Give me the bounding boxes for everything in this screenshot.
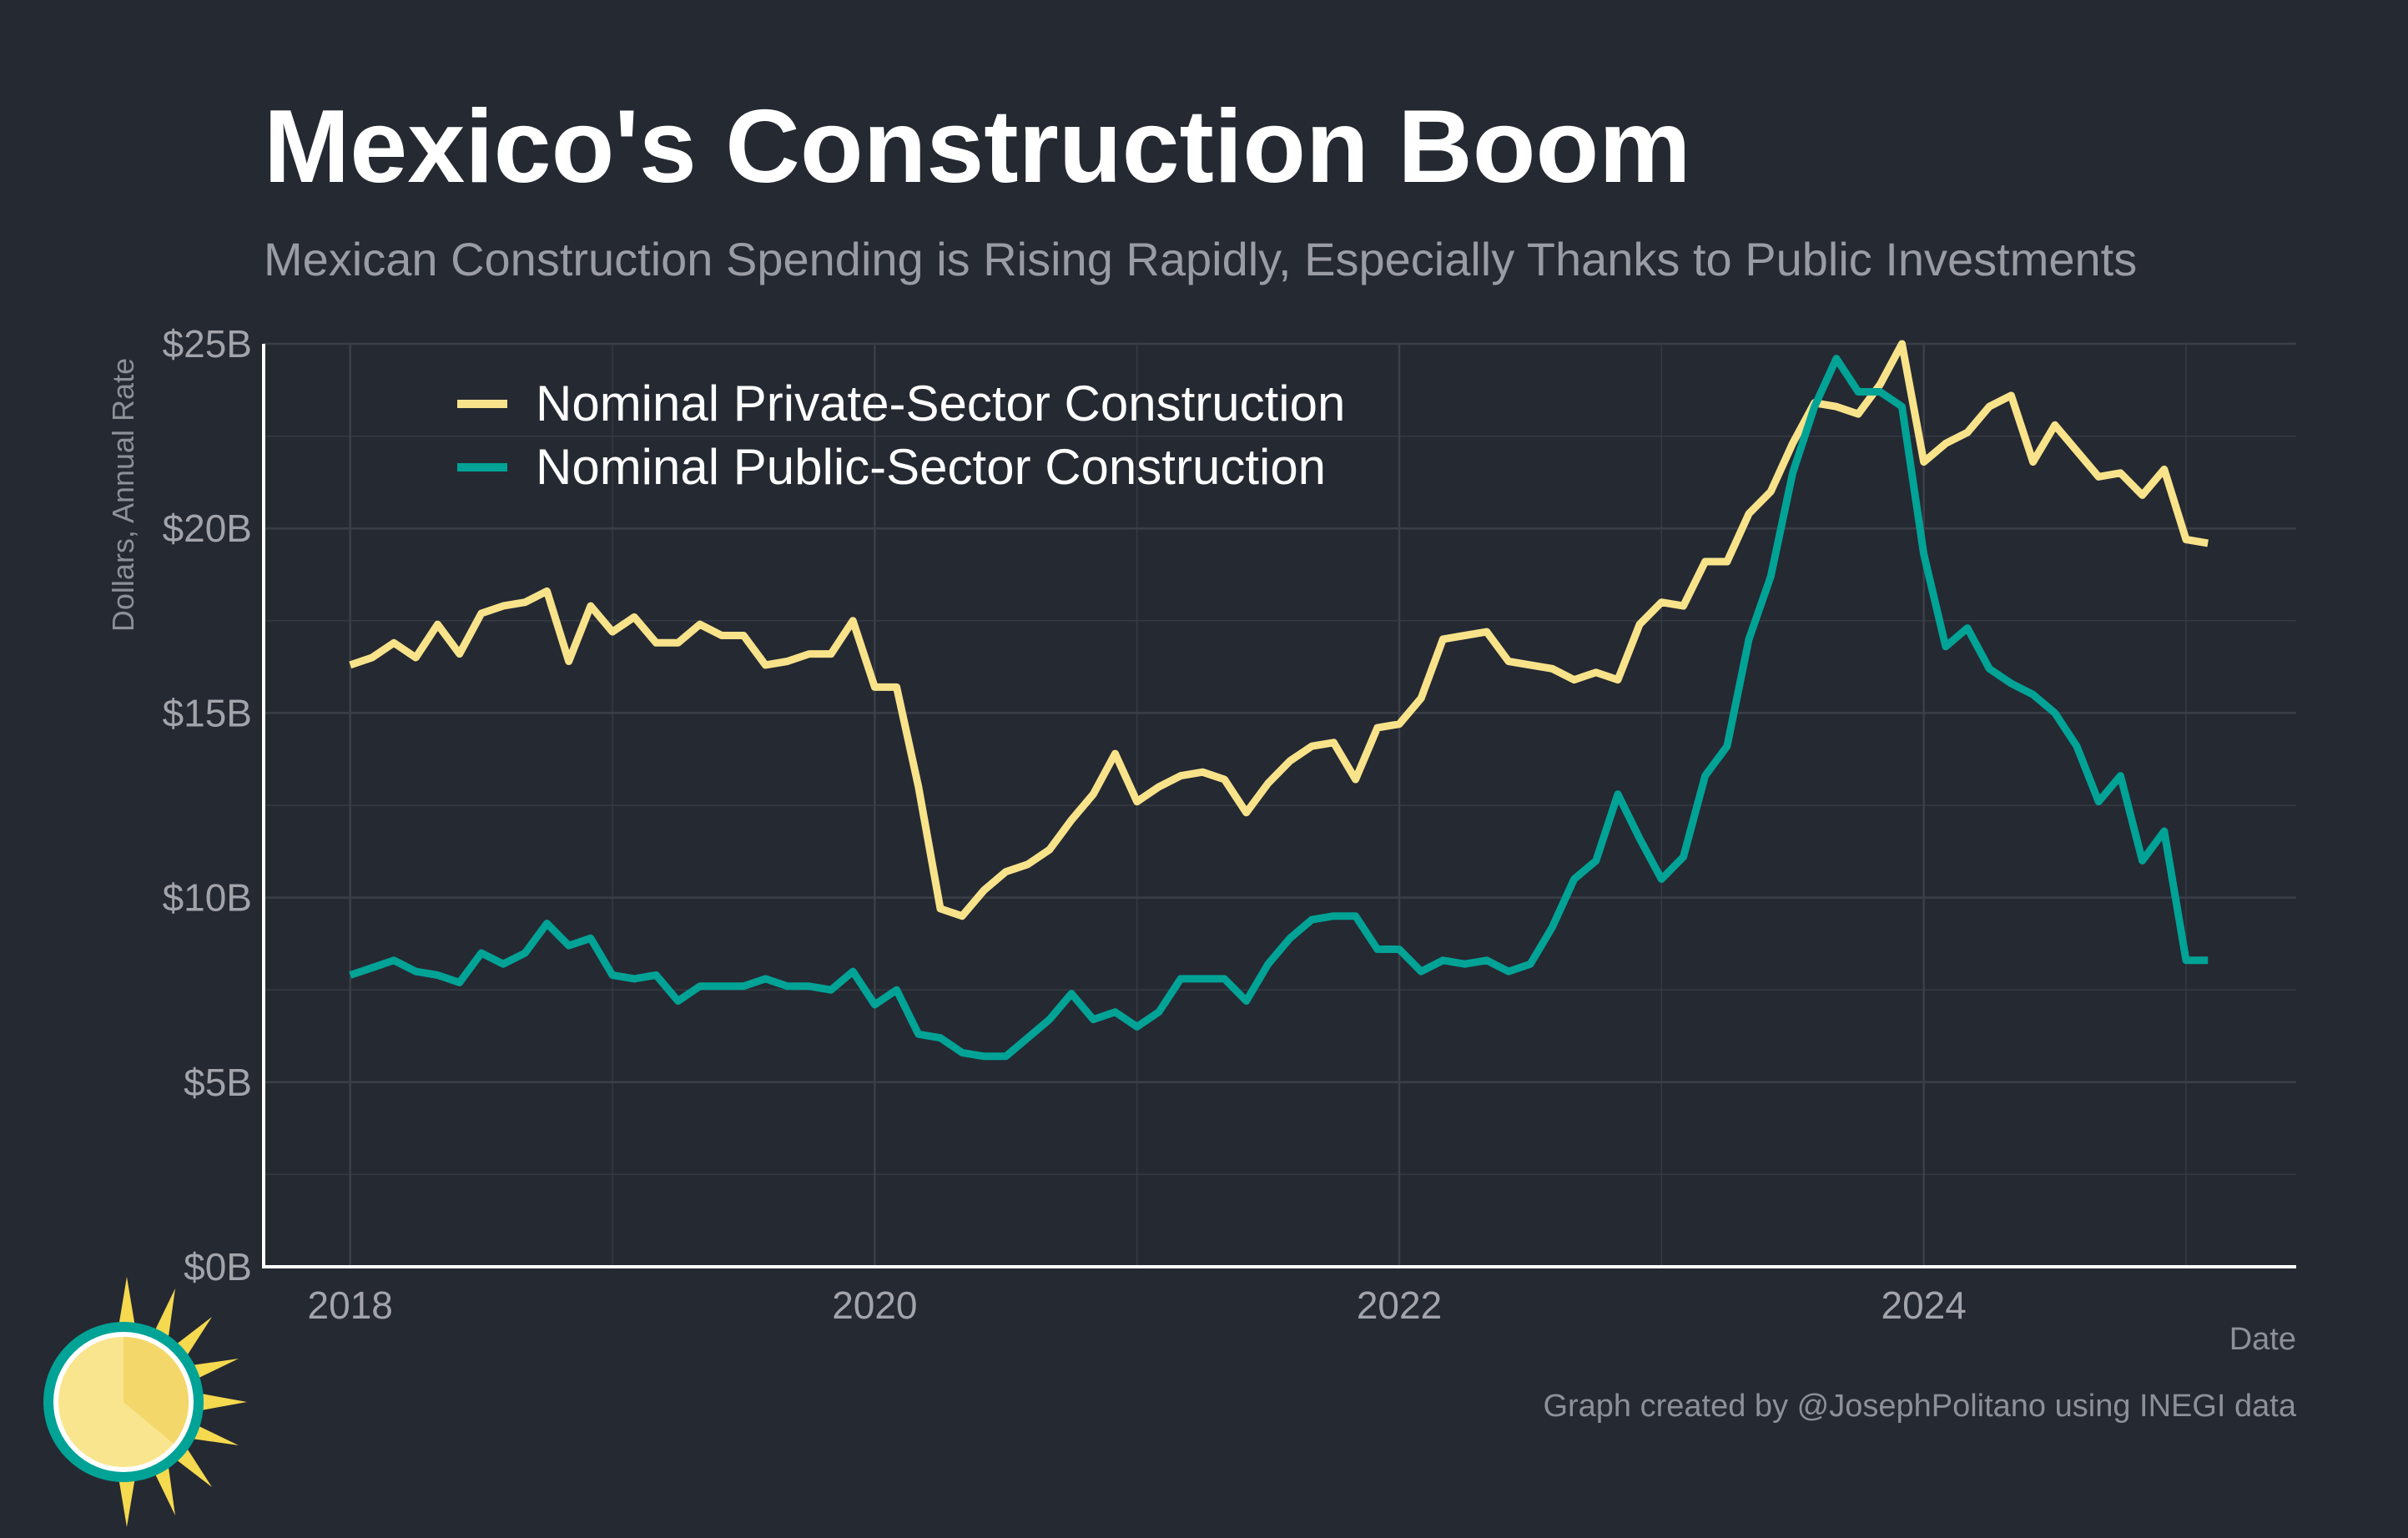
legend: Nominal Private-Sector Construction Nomin… bbox=[457, 376, 1345, 495]
y-tick-labels: $0B $5B $10B $15B $20B $25B bbox=[163, 322, 252, 1288]
x-tick-label: 2020 bbox=[832, 1283, 917, 1327]
y-tick-label: $15B bbox=[163, 691, 252, 734]
y-tick-label: $5B bbox=[184, 1061, 252, 1104]
page-subtitle: Mexican Construction Spending is Rising … bbox=[264, 233, 2138, 285]
series-lines bbox=[349, 340, 2209, 1061]
sun-icon bbox=[43, 1277, 247, 1527]
source-caption: Graph created by @JosephPolitano using I… bbox=[1543, 1389, 2296, 1424]
x-tick-label: 2024 bbox=[1881, 1283, 1966, 1327]
grid-minor bbox=[264, 344, 2296, 1267]
y-tick-label: $20B bbox=[163, 507, 252, 550]
legend-label: Nominal Public-Sector Construction bbox=[536, 439, 1326, 495]
axes bbox=[262, 344, 2296, 1268]
series-line-public bbox=[349, 355, 2209, 1061]
legend-label: Nominal Private-Sector Construction bbox=[536, 376, 1345, 431]
series-line-private bbox=[349, 340, 2209, 920]
y-tick-label: $10B bbox=[163, 876, 252, 920]
x-axis-label: Date bbox=[2229, 1322, 2296, 1357]
y-tick-label: $0B bbox=[184, 1245, 252, 1288]
x-tick-label: 2022 bbox=[1357, 1283, 1442, 1327]
page-title: Mexico's Construction Boom bbox=[264, 89, 1691, 204]
x-tick-labels: 2018 2020 2022 2024 bbox=[308, 1283, 1967, 1327]
x-tick-label: 2018 bbox=[308, 1283, 393, 1327]
y-tick-label: $25B bbox=[163, 322, 252, 366]
